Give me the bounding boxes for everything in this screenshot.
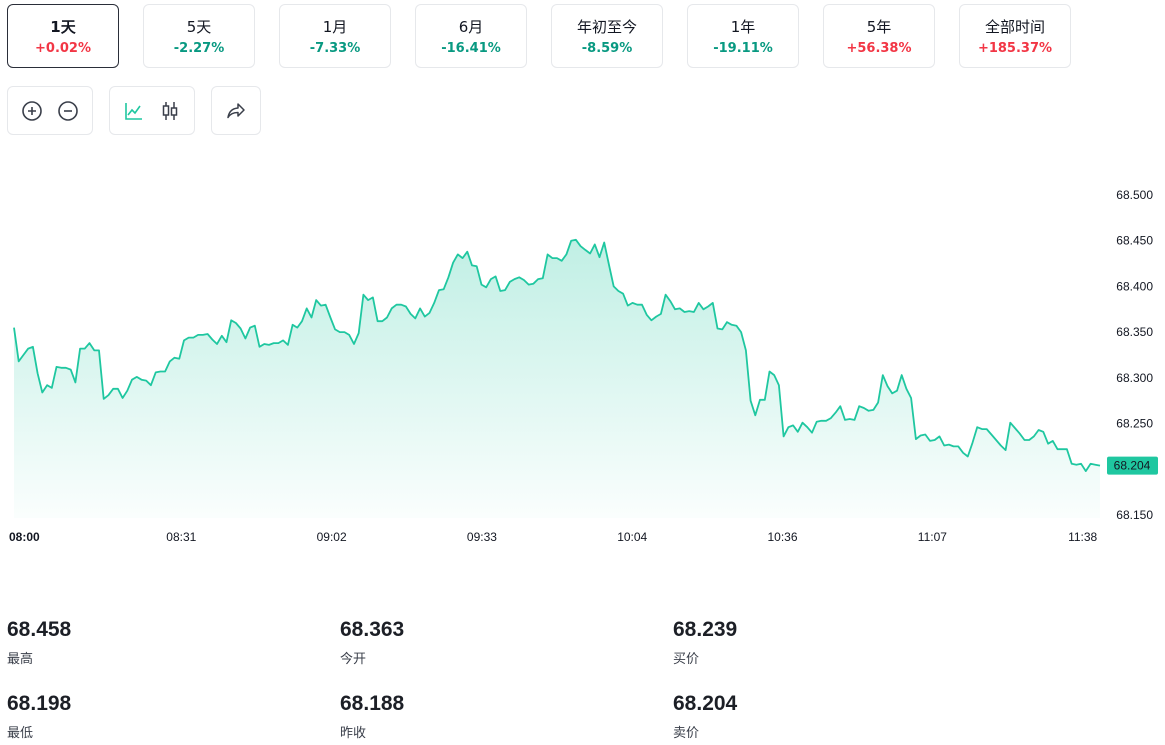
range-tab-5d[interactable]: 5天 -2.27% (143, 4, 255, 68)
chart-type-group (109, 86, 195, 135)
y-tick-label: 68.350 (1116, 325, 1153, 339)
stat-low: 68.198 最低 (7, 692, 71, 741)
y-tick-label: 68.500 (1116, 188, 1153, 202)
x-tick-label: 10:04 (617, 530, 647, 544)
share-group (211, 86, 261, 135)
zoom-out-icon (58, 100, 78, 121)
stat-value: 68.188 (340, 692, 405, 715)
line-chart-button[interactable] (120, 97, 148, 125)
share-icon (227, 102, 245, 118)
range-tab-6m[interactable]: 6月 -16.41% (415, 4, 527, 68)
last-price-badge-bg (1107, 456, 1158, 475)
range-tab-change: +56.38% (846, 41, 912, 56)
stat-value: 68.239 (673, 618, 738, 641)
chart-toolbar (7, 86, 261, 135)
x-tick-label: 11:07 (918, 530, 947, 544)
range-tab-all[interactable]: 全部时间 +185.37% (959, 4, 1071, 68)
x-tick-label: 09:33 (467, 530, 497, 544)
range-tab-change: -7.33% (309, 41, 361, 56)
stat-bid: 68.239 买价 (673, 618, 737, 667)
stat-label: 最低 (7, 726, 34, 741)
stat-value: 68.363 (340, 618, 405, 641)
stat-label: 最高 (7, 652, 34, 667)
stat-value: 68.458 (7, 618, 72, 641)
zoom-group (7, 86, 93, 135)
range-tab-1m[interactable]: 1月 -7.33% (279, 4, 391, 68)
stat-label: 昨收 (340, 726, 367, 741)
range-tab-label: 全部时间 (984, 18, 1045, 36)
stat-value: 68.198 (7, 692, 72, 715)
stat-prev-close: 68.188 昨收 (340, 692, 404, 741)
x-tick-label: 10:36 (768, 530, 798, 544)
zoom-in-button[interactable] (18, 97, 46, 125)
range-tabs: 1天 +0.02% 5天 -2.27% 1月 -7.33% 6月 -16.41%… (7, 4, 1071, 68)
x-tick-label: 09:02 (317, 530, 347, 544)
x-tick-label: 08:31 (166, 530, 196, 544)
x-tick-label: 11:38 (1068, 530, 1097, 544)
price-line (13, 238, 1101, 472)
range-tab-change: +185.37% (977, 41, 1053, 56)
range-tab-change: -16.41% (441, 41, 501, 56)
range-tab-change: +0.02% (35, 41, 91, 56)
stat-label: 卖价 (673, 726, 700, 741)
zoom-out-button[interactable] (54, 97, 82, 125)
range-tab-label: 年初至今 (576, 18, 637, 36)
range-tab-ytd[interactable]: 年初至今 -8.59% (551, 4, 663, 68)
x-axis: 08:00 08:31 09:02 09:33 10:04 10:36 11:07 11:38 (9, 530, 1098, 544)
range-tab-label: 1天 (50, 18, 76, 36)
range-tab-change: -2.27% (173, 41, 225, 56)
range-tab-label: 5年 (866, 18, 892, 36)
stat-ask: 68.204 卖价 (673, 692, 737, 741)
price-chart[interactable]: 68.500 68.450 68.400 68.350 68.300 68.250 68.2… (0, 180, 1165, 560)
y-tick-label: 68.450 (1116, 234, 1153, 248)
price-area (14, 239, 1100, 519)
range-tab-label: 5天 (186, 18, 212, 36)
range-tab-5y[interactable]: 5年 +56.38% (823, 4, 935, 68)
y-tick-label: 68.300 (1116, 371, 1153, 385)
last-price-badge: 68.204 (1107, 456, 1158, 475)
last-price-label: 68.204 (1114, 459, 1151, 473)
y-tick-label: 68.400 (1116, 279, 1153, 293)
range-tab-label: 1月 (322, 18, 348, 36)
range-tab-1y[interactable]: 1年 -19.11% (687, 4, 799, 68)
share-button[interactable] (222, 97, 250, 125)
zoom-in-icon (22, 100, 42, 121)
range-tab-1d[interactable]: 1天 +0.02% (7, 4, 119, 68)
stat-label: 买价 (673, 652, 700, 667)
y-tick-label: 68.150 (1116, 508, 1153, 522)
line-chart-icon (125, 102, 142, 120)
y-tick-label: 68.250 (1116, 417, 1153, 431)
range-tab-label: 1年 (730, 18, 756, 36)
candlestick-icon (162, 101, 178, 120)
x-tick-label: 08:00 (9, 530, 40, 544)
stat-value: 68.204 (673, 692, 738, 715)
stat-label: 今开 (340, 652, 367, 667)
range-tab-label: 6月 (458, 18, 484, 36)
range-tab-change: -8.59% (581, 41, 633, 56)
stat-high: 68.458 最高 (7, 618, 71, 667)
candlestick-button[interactable] (156, 97, 184, 125)
stat-open: 68.363 今开 (340, 618, 404, 667)
range-tab-change: -19.11% (713, 41, 773, 56)
